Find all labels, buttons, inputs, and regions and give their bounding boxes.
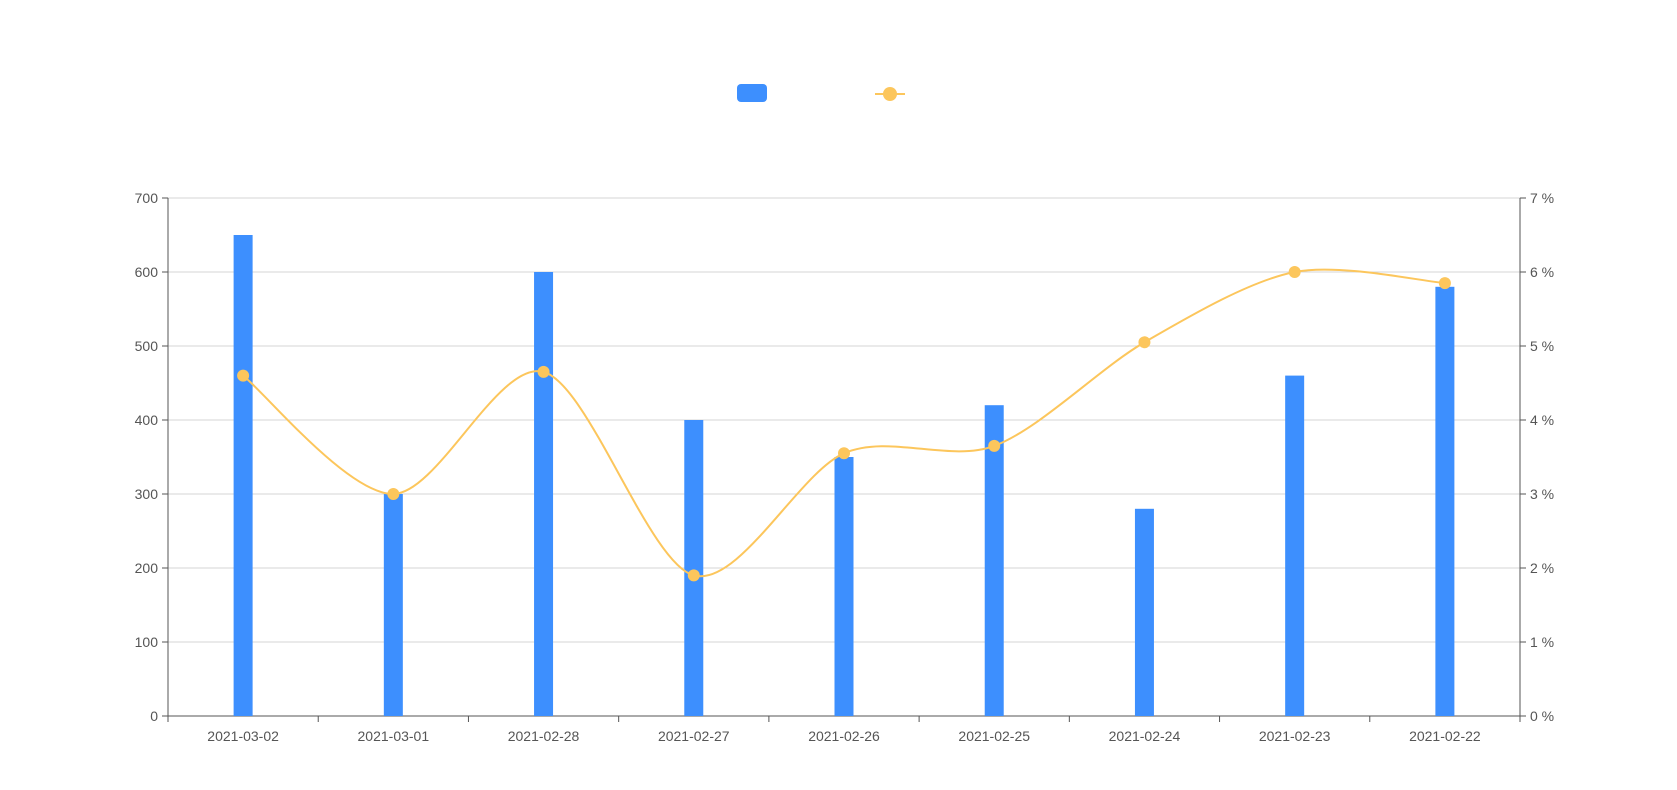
y-left-tick-label: 500 bbox=[135, 338, 159, 354]
line-point[interactable] bbox=[687, 569, 700, 582]
x-tick-label: 2021-03-01 bbox=[358, 728, 430, 744]
bar[interactable] bbox=[684, 420, 704, 716]
bar[interactable] bbox=[984, 405, 1004, 716]
bar[interactable] bbox=[1435, 286, 1455, 716]
y-left-tick-label: 100 bbox=[135, 634, 159, 650]
legend-line-marker[interactable] bbox=[883, 87, 897, 101]
x-tick-label: 2021-02-27 bbox=[658, 728, 730, 744]
bar-series[interactable] bbox=[233, 235, 1455, 716]
y-left-tick-label: 200 bbox=[135, 560, 159, 576]
bar[interactable] bbox=[534, 272, 554, 716]
line-point[interactable] bbox=[838, 447, 850, 460]
y-right-tick-label: 3 % bbox=[1530, 486, 1554, 502]
x-tick-label: 2021-02-28 bbox=[508, 728, 580, 744]
y-right-tick-label: 2 % bbox=[1530, 560, 1554, 576]
legend-bar-swatch[interactable] bbox=[737, 84, 767, 102]
x-tick-label: 2021-02-23 bbox=[1259, 728, 1331, 744]
bar[interactable] bbox=[1134, 508, 1154, 716]
x-tick-label: 2021-02-26 bbox=[808, 728, 880, 744]
series-line[interactable] bbox=[242, 268, 1445, 578]
line-series[interactable] bbox=[237, 266, 1451, 582]
line-point[interactable] bbox=[1288, 266, 1301, 278]
y-right-tick-label: 4 % bbox=[1530, 412, 1554, 428]
y-right-tick-label: 0 % bbox=[1530, 708, 1554, 724]
line-point[interactable] bbox=[387, 488, 400, 500]
bar[interactable] bbox=[383, 494, 403, 716]
y-right-tick-label: 5 % bbox=[1530, 338, 1554, 354]
line-point[interactable] bbox=[1138, 336, 1151, 349]
x-tick-label: 2021-02-22 bbox=[1409, 728, 1481, 744]
line-point[interactable] bbox=[988, 439, 1001, 452]
line-point[interactable] bbox=[237, 369, 250, 382]
tick-labels: 0 0 % 100 1 % 200 2 % 300 3 % 400 4 % 500 5 % 600 6 %… bbox=[135, 190, 1554, 744]
line-point[interactable] bbox=[537, 365, 550, 378]
x-tick-label: 2021-03-02 bbox=[207, 728, 279, 744]
y-left-tick-label: 700 bbox=[135, 190, 159, 206]
y-left-tick-label: 600 bbox=[135, 264, 159, 280]
x-tick-label: 2021-02-25 bbox=[958, 728, 1030, 744]
y-left-tick-label: 0 bbox=[150, 708, 158, 724]
x-tick-label: 2021-02-24 bbox=[1109, 728, 1181, 744]
bar[interactable] bbox=[1285, 375, 1305, 716]
y-right-tick-label: 6 % bbox=[1530, 264, 1554, 280]
line-point[interactable] bbox=[1438, 277, 1451, 290]
y-left-tick-label: 300 bbox=[135, 486, 159, 502]
legend[interactable] bbox=[737, 84, 905, 102]
bar[interactable] bbox=[233, 235, 253, 716]
y-right-tick-label: 7 % bbox=[1530, 190, 1554, 206]
bar[interactable] bbox=[834, 457, 854, 716]
y-left-tick-label: 400 bbox=[135, 412, 159, 428]
y-right-tick-label: 1 % bbox=[1530, 634, 1554, 650]
